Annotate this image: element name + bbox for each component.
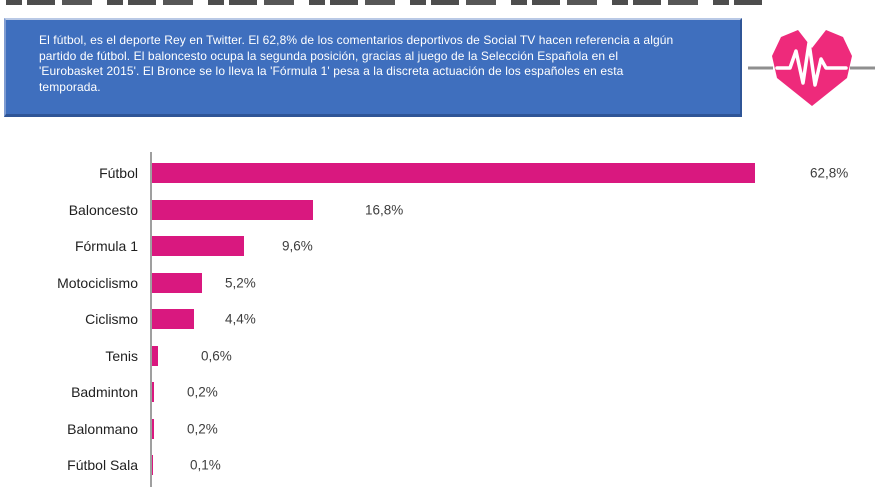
category-label-futbol: Fútbol bbox=[99, 165, 138, 182]
bar-cell-baloncesto: 16,8% bbox=[150, 192, 880, 229]
category-label-badminton: Badminton bbox=[71, 384, 138, 401]
chart-row-balonmano: Balonmano 0,2% bbox=[0, 411, 880, 448]
value-label-formula-1: 9,6% bbox=[282, 238, 313, 254]
chart-row-futbol-sala: Fútbol Sala 0,1% bbox=[0, 447, 880, 484]
value-label-badminton: 0,2% bbox=[187, 384, 218, 400]
category-label-futbol-sala: Fútbol Sala bbox=[67, 457, 138, 474]
value-label-ciclismo: 4,4% bbox=[225, 311, 256, 327]
chart-row-tenis: Tenis 0,6% bbox=[0, 338, 880, 375]
bar-cell-futbol: 62,8% bbox=[150, 155, 880, 192]
bar-cell-badminton: 0,2% bbox=[150, 374, 880, 411]
summary-note-text: El fútbol, es el deporte Rey en Twitter.… bbox=[39, 33, 674, 94]
value-label-tenis: 0,6% bbox=[201, 348, 232, 364]
category-label-ciclismo: Ciclismo bbox=[85, 311, 138, 328]
bar-badminton bbox=[152, 382, 154, 403]
category-label-baloncesto: Baloncesto bbox=[68, 201, 138, 218]
bar-cell-futbol-sala: 0,1% bbox=[150, 447, 880, 484]
bar-formula-1 bbox=[152, 236, 244, 257]
bar-futbol-sala bbox=[152, 455, 153, 476]
chart-row-futbol: Fútbol 62,8% bbox=[0, 155, 880, 192]
chart-row-badminton: Badminton 0,2% bbox=[0, 374, 880, 411]
chart-row-formula-1: Fórmula 1 9,6% bbox=[0, 228, 880, 265]
value-label-futbol: 62,8% bbox=[810, 165, 849, 181]
bar-futbol bbox=[152, 163, 755, 184]
bar-chart: Fútbol 62,8% Baloncesto 16,8% Fórmula 1 9,6% M… bbox=[0, 152, 880, 487]
chart-row-motociclismo: Motociclismo 5,2% bbox=[0, 265, 880, 302]
y-axis-line bbox=[150, 152, 152, 487]
bar-cell-tenis: 0,6% bbox=[150, 338, 880, 375]
category-label-balonmano: Balonmano bbox=[67, 420, 138, 437]
chart-row-ciclismo: Ciclismo 4,4% bbox=[0, 301, 880, 338]
bar-cell-formula-1: 9,6% bbox=[150, 228, 880, 265]
value-label-balonmano: 0,2% bbox=[187, 421, 218, 437]
bar-baloncesto bbox=[152, 199, 313, 220]
summary-note-box: El fútbol, es el deporte Rey en Twitter.… bbox=[4, 18, 742, 117]
category-label-motociclismo: Motociclismo bbox=[57, 274, 138, 291]
bar-cell-ciclismo: 4,4% bbox=[150, 301, 880, 338]
category-label-tenis: Tenis bbox=[105, 347, 138, 364]
bar-cell-balonmano: 0,2% bbox=[150, 411, 880, 448]
bar-ciclismo bbox=[152, 309, 194, 330]
bar-balonmano bbox=[152, 418, 154, 439]
bar-cell-motociclismo: 5,2% bbox=[150, 265, 880, 302]
value-label-motociclismo: 5,2% bbox=[225, 275, 256, 291]
value-label-futbol-sala: 0,1% bbox=[190, 457, 221, 473]
cropped-title-fragment bbox=[6, 0, 762, 5]
chart-row-baloncesto: Baloncesto 16,8% bbox=[0, 192, 880, 229]
category-label-formula-1: Fórmula 1 bbox=[74, 238, 138, 255]
heartbeat-icon bbox=[746, 22, 878, 112]
value-label-baloncesto: 16,8% bbox=[365, 202, 404, 218]
bar-tenis bbox=[152, 345, 158, 366]
bar-motociclismo bbox=[152, 272, 202, 293]
